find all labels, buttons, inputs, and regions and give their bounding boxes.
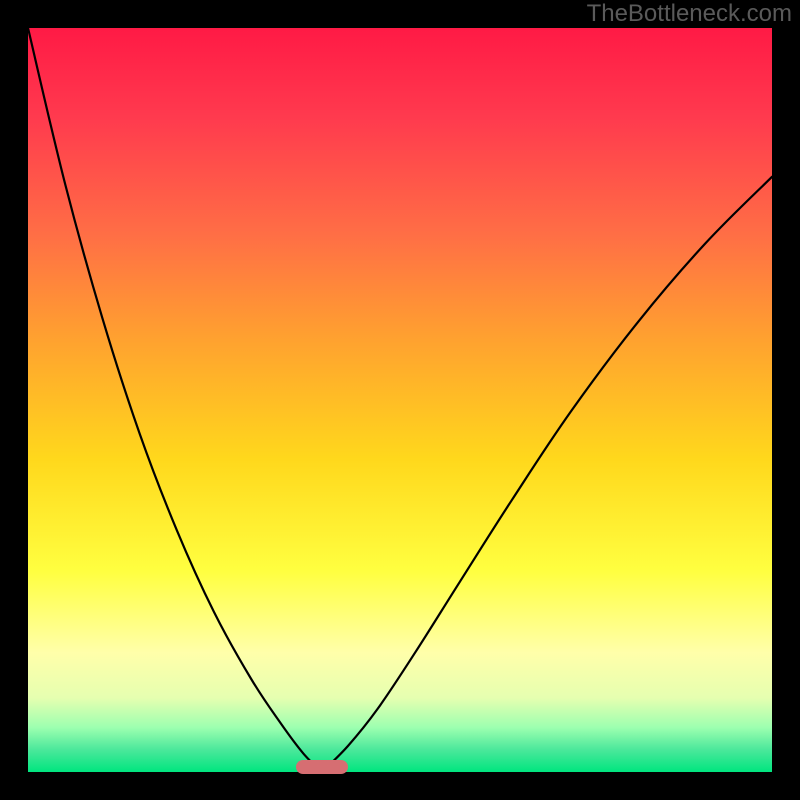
- background-gradient: [28, 28, 772, 772]
- plot-frame: [28, 28, 772, 772]
- watermark-text: TheBottleneck.com: [587, 0, 792, 28]
- optimum-marker: [296, 760, 348, 774]
- chart-root: TheBottleneck.com: [0, 0, 800, 800]
